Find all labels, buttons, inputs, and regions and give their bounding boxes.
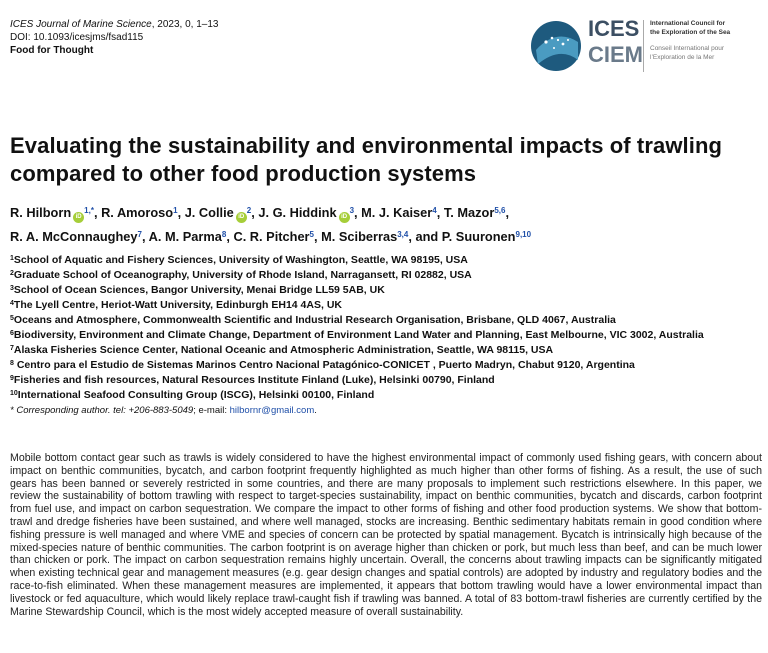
author-name: R. Amoroso	[101, 205, 174, 220]
orcid-icon[interactable]: iD	[73, 212, 85, 223]
journal-citation: ICES Journal of Marine Science, 2023, 0,…	[10, 18, 218, 31]
author: C. R. Pitcher5	[233, 229, 314, 244]
author-name: J. Collie	[184, 205, 234, 220]
affiliation-text: School of Aquatic and Fishery Sciences, …	[13, 254, 468, 266]
email-end: .	[314, 405, 317, 416]
affiliation-number: 7	[10, 345, 14, 352]
affiliation: 2Graduate School of Oceanography, Univer…	[10, 267, 762, 282]
doi[interactable]: DOI: 10.1093/icesjms/fsad115	[10, 32, 144, 43]
journal-volume: , 2023, 0, 1–13	[151, 19, 219, 30]
logo-fr: Conseil International pour l’Exploration …	[650, 45, 750, 62]
author: R. Amoroso1	[101, 205, 178, 220]
author-affiliation-ref[interactable]: 1	[173, 206, 178, 215]
abstract: Mobile bottom contact gear such as trawl…	[10, 452, 762, 618]
author-name: M. Sciberras	[321, 229, 398, 244]
logo-org-name: International Council for the Exploratio…	[650, 20, 750, 62]
affiliation: 5Oceans and Atmosphere, Commonwealth Sci…	[10, 312, 762, 327]
logo-fr-line2: l’Exploration de la Mer	[650, 53, 715, 61]
corresponding-label: * Corresponding author. tel: +206-883-50…	[10, 405, 194, 416]
author: J. G. Hiddink iD3	[258, 205, 355, 223]
article-title: Evaluating the sustainability and enviro…	[10, 133, 723, 186]
affiliation: 8 Centro para el Estudio de Sistemas Mar…	[10, 357, 762, 372]
affiliation: 6Biodiversity, Environment and Climate C…	[10, 327, 762, 342]
affiliation-text: Oceans and Atmosphere, Commonwealth Scie…	[13, 314, 616, 326]
affiliation-number: 1	[10, 255, 14, 262]
author: P. Suuronen9,10	[442, 229, 531, 244]
affiliation-text: Alaska Fisheries Science Center, Nationa…	[13, 344, 554, 356]
affiliation: 1School of Aquatic and Fishery Sciences,…	[10, 252, 762, 267]
affiliation-number: 10	[10, 390, 18, 397]
email-link[interactable]: hilbornr@gmail.com	[229, 405, 315, 416]
author: A. M. Parma8	[149, 229, 227, 244]
author: R. A. McConnaughey7	[10, 229, 142, 244]
logo-divider	[643, 20, 644, 72]
logo-ices: ICES	[588, 16, 640, 41]
affiliation: 7Alaska Fisheries Science Center, Nation…	[10, 342, 762, 357]
author: J. Collie iD2	[184, 205, 252, 223]
logo-ciem: CIEM	[588, 42, 643, 67]
corresponding-author: * Corresponding author. tel: +206-883-50…	[10, 404, 762, 418]
author-name: M. J. Kaiser	[361, 205, 433, 220]
journal-info: ICES Journal of Marine Science, 2023, 0,…	[10, 18, 218, 57]
orcid-icon[interactable]: iD	[235, 212, 247, 223]
orcid-icon[interactable]: iD	[338, 212, 350, 223]
logo-fr-line1: Conseil International pour	[650, 45, 725, 52]
affiliation-number: 3	[10, 285, 14, 292]
affiliation-number: 5	[10, 315, 14, 322]
affiliation-number: 9	[10, 375, 14, 382]
author-affiliation-ref[interactable]: 3	[349, 206, 355, 215]
ices-globe-icon	[531, 21, 581, 71]
affiliation-list: 1School of Aquatic and Fishery Sciences,…	[10, 252, 762, 418]
author-name: J. G. Hiddink	[258, 205, 337, 220]
author: M. Sciberras3,4	[321, 229, 408, 244]
affiliation: 4The Lyell Centre, Heriot-Watt Universit…	[10, 297, 762, 312]
affiliation-text: Biodiversity, Environment and Climate Ch…	[13, 329, 704, 341]
affiliation-text: Centro para el Estudio de Sistemas Marin…	[13, 359, 635, 371]
email-label: ; e-mail:	[193, 405, 230, 416]
affiliation: 3School of Ocean Sciences, Bangor Univer…	[10, 282, 762, 297]
affiliation-number: 4	[10, 300, 14, 307]
logo-en-line2: the Exploration of the Sea	[650, 28, 731, 36]
affiliation-text: International Seafood Consulting Group (…	[17, 389, 375, 401]
author-affiliation-ref[interactable]: 2	[246, 206, 252, 215]
affiliation-number: 6	[10, 330, 14, 337]
article-section: Food for Thought	[10, 45, 94, 56]
affiliation-text: School of Ocean Sciences, Bangor Univers…	[13, 284, 385, 296]
author-affiliation-ref[interactable]: 5	[309, 230, 314, 239]
logo-wordmark: ICES CIEM	[588, 16, 643, 68]
author-affiliation-ref[interactable]: 5,6	[494, 206, 506, 215]
ices-logo: ICES CIEM International Council for the …	[530, 14, 754, 74]
author-name: P. Suuronen	[441, 229, 516, 244]
author-name: R. A. McConnaughey	[10, 229, 138, 244]
journal-name: ICES Journal of Marine Science	[10, 19, 152, 30]
affiliation-number: 8	[10, 360, 14, 367]
page-header: ICES Journal of Marine Science, 2023, 0,…	[10, 10, 758, 90]
author-name: C. R. Pitcher	[233, 229, 310, 244]
author: R. Hilborn iD1,*	[10, 205, 94, 223]
author-affiliation-ref[interactable]: 3,4	[397, 230, 409, 239]
author-name: A. M. Parma	[148, 229, 222, 244]
affiliation: 10International Seafood Consulting Group…	[10, 387, 762, 402]
author: M. J. Kaiser4	[361, 205, 437, 220]
author-name: R. Hilborn	[10, 205, 72, 220]
affiliation: 9Fisheries and fish resources, Natural R…	[10, 372, 762, 387]
author: T. Mazor5,6	[444, 205, 506, 220]
author-affiliation-ref[interactable]: 7	[137, 230, 142, 239]
logo-en-line1: International Council for	[650, 20, 726, 27]
author-affiliation-ref[interactable]: 9,10	[515, 230, 532, 239]
affiliation-text: The Lyell Centre, Heriot-Watt University…	[13, 299, 342, 311]
affiliation-number: 2	[10, 270, 14, 277]
author-list: R. Hilborn iD1,*, R. Amoroso1, J. Collie i…	[10, 205, 532, 244]
author-affiliation-ref[interactable]: 4	[432, 206, 437, 215]
author-affiliation-ref[interactable]: 1,*	[84, 206, 94, 215]
affiliation-text: Fisheries and fish resources, Natural Re…	[13, 374, 495, 386]
affiliation-text: Graduate School of Oceanography, Univers…	[13, 269, 472, 281]
author-affiliation-ref[interactable]: 8	[221, 230, 227, 239]
author-name: T. Mazor	[443, 205, 495, 220]
